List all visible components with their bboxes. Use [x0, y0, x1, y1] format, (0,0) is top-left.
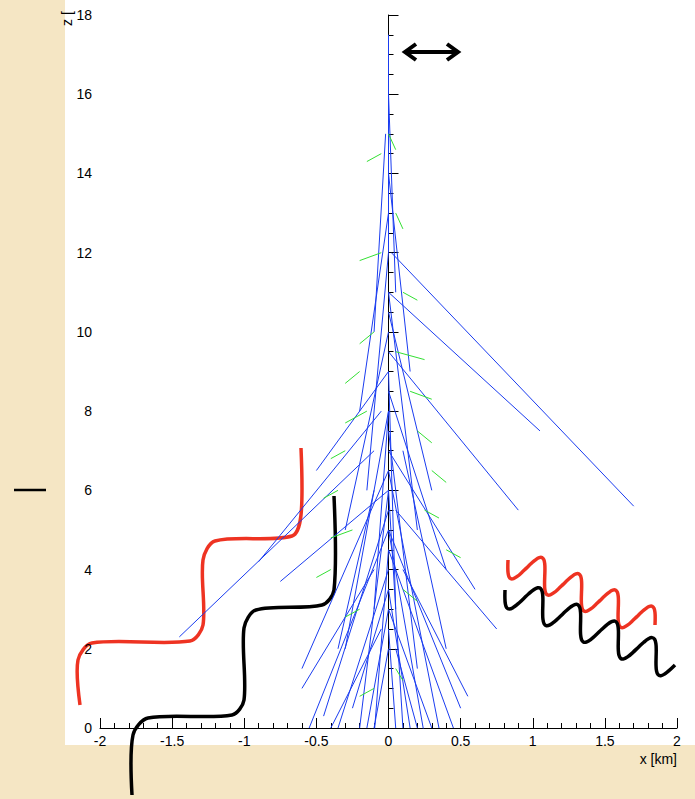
svg-text:16: 16	[76, 86, 92, 102]
svg-text:x [km]: x [km]	[640, 751, 677, 767]
svg-text:2: 2	[673, 733, 681, 749]
svg-text:-2: -2	[94, 733, 107, 749]
svg-text:18: 18	[76, 7, 92, 23]
svg-text:4: 4	[84, 562, 92, 578]
svg-text:10: 10	[76, 324, 92, 340]
svg-text:8: 8	[84, 403, 92, 419]
svg-text:-1.5: -1.5	[160, 733, 184, 749]
svg-text:-0.5: -0.5	[304, 733, 328, 749]
svg-text:0.5: 0.5	[451, 733, 471, 749]
svg-text:z [: z [	[59, 11, 75, 26]
svg-text:12: 12	[76, 245, 92, 261]
svg-text:6: 6	[84, 482, 92, 498]
svg-text:1: 1	[529, 733, 537, 749]
svg-text:14: 14	[76, 165, 92, 181]
svg-text:0: 0	[385, 733, 393, 749]
svg-text:-1: -1	[238, 733, 251, 749]
svg-text:2: 2	[84, 641, 92, 657]
svg-text:1.5: 1.5	[595, 733, 615, 749]
svg-text:0: 0	[84, 720, 92, 736]
